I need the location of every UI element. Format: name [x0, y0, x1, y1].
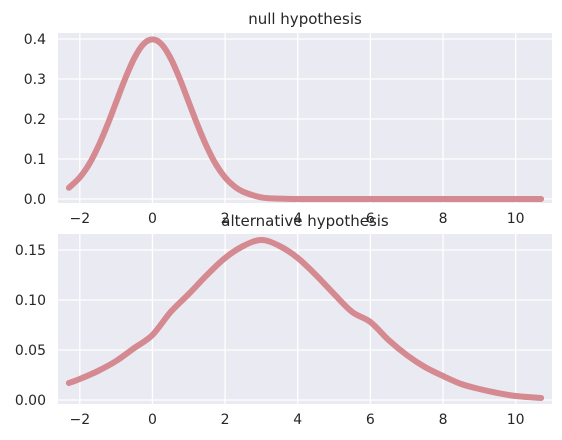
y-tick-label: 0.4 [24, 32, 46, 48]
x-tick-label: 2 [221, 211, 230, 227]
chart-title: null hypothesis [248, 10, 362, 28]
null-hypothesis-panel: −2 0 2 4 6 8 10 0.0 0.1 0.2 0.3 0.4 null hypothesis [24, 10, 552, 227]
x-tick-label: 2 [221, 412, 230, 428]
y-tick-label: 0.10 [15, 293, 46, 309]
x-tick-label: 10 [507, 412, 525, 428]
x-tick-label: 0 [148, 211, 157, 227]
y-tick-label: 0.05 [15, 343, 46, 359]
y-tick-label: 0.1 [24, 152, 46, 168]
alternative-hypothesis-panel: −2 0 2 4 6 8 10 0.00 0.05 0.10 0.15 alternative hyp… [15, 212, 552, 428]
x-tick-label: 6 [366, 211, 375, 227]
y-tick-label: 0.2 [24, 112, 46, 128]
series-line [65, 36, 545, 203]
x-tick-label: 8 [439, 211, 448, 227]
x-tick-label: 10 [507, 211, 525, 227]
y-tick-label: 0.3 [24, 72, 46, 88]
x-tick-label: −2 [69, 211, 90, 227]
plot-area [58, 234, 552, 404]
plot-area [58, 33, 552, 203]
x-tick-label: 6 [366, 412, 375, 428]
x-tick-label: 4 [293, 412, 302, 428]
x-tick-label: 8 [439, 412, 448, 428]
x-tick-label: −2 [69, 412, 90, 428]
chart-title: alternative hypothesis [221, 212, 389, 230]
y-tick-label: 0.00 [15, 393, 46, 409]
y-tick-label: 0.0 [24, 192, 46, 208]
series-line [65, 237, 545, 401]
x-tick-label: 0 [148, 412, 157, 428]
y-tick-label: 0.15 [15, 243, 46, 259]
x-tick-label: 4 [293, 211, 302, 227]
